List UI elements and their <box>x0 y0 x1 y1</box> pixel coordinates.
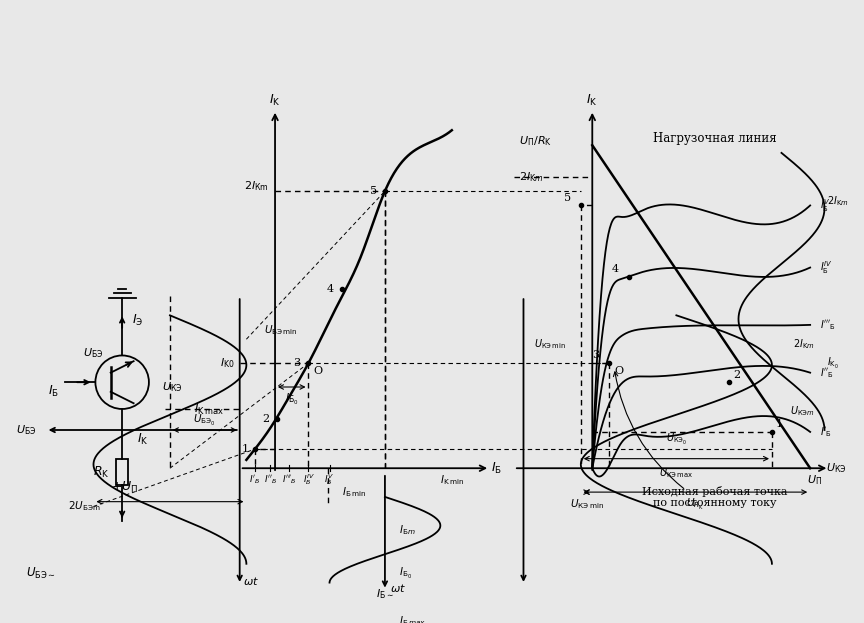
Text: $U_\mathrm{БЭ}$: $U_\mathrm{БЭ}$ <box>83 346 104 361</box>
Text: $2I_{\mathrm{K}m}$: $2I_{\mathrm{K}m}$ <box>828 194 849 207</box>
Text: $I_\mathrm{K}$: $I_\mathrm{K}$ <box>137 432 149 447</box>
Text: Нагрузочная линия: Нагрузочная линия <box>653 132 777 145</box>
Text: $I_\mathrm{K}$: $I_\mathrm{K}$ <box>270 93 281 108</box>
Text: $I_\mathrm{K\,max}$: $I_\mathrm{K\,max}$ <box>194 401 224 417</box>
Text: $I_\mathrm{K\,min}$: $I_\mathrm{K\,min}$ <box>440 473 464 487</box>
Text: $I^V_Б$: $I^V_Б$ <box>325 472 334 487</box>
Text: $I_{\mathrm{Б}m}$: $I_{\mathrm{Б}m}$ <box>399 523 416 537</box>
Text: $U_\mathrm{БЭ\,min}$: $U_\mathrm{БЭ\,min}$ <box>264 323 297 336</box>
Text: $I'_\mathrm{Б}$: $I'_\mathrm{Б}$ <box>820 425 832 439</box>
Text: O: O <box>614 366 624 376</box>
Text: 5: 5 <box>564 193 571 203</box>
Text: $2U_\mathrm{БЭm}$: $2U_\mathrm{БЭm}$ <box>67 500 100 513</box>
Text: 4: 4 <box>327 283 334 293</box>
Text: $I_{\mathrm{Б}\,max}$: $I_{\mathrm{Б}\,max}$ <box>399 614 426 623</box>
Text: $I''_Б$: $I''_Б$ <box>264 473 276 486</box>
Text: 2: 2 <box>262 414 269 424</box>
Text: $I_{\mathrm{Б}\sim}$: $I_{\mathrm{Б}\sim}$ <box>376 587 394 601</box>
Text: $I_{\mathrm{Б\,min}}$: $I_{\mathrm{Б\,min}}$ <box>342 485 366 499</box>
Text: 3: 3 <box>294 358 301 368</box>
Text: $I^V_\mathrm{Б}$: $I^V_\mathrm{Б}$ <box>820 197 830 214</box>
Text: $I'_Б$: $I'_Б$ <box>249 473 261 486</box>
Text: $U_\mathrm{КЭ\,min}$: $U_\mathrm{КЭ\,min}$ <box>569 498 604 511</box>
Text: $\omega t$: $\omega t$ <box>391 582 406 594</box>
Text: $I'''_\mathrm{Б}$: $I'''_\mathrm{Б}$ <box>820 318 835 332</box>
Text: $U_{\mathrm{БЭ}_0}$: $U_{\mathrm{БЭ}_0}$ <box>194 413 216 428</box>
Text: $U_\mathrm{БЭ}$: $U_\mathrm{БЭ}$ <box>16 423 36 437</box>
Bar <box>117 459 128 485</box>
Text: $I^{IV}_\mathrm{Б}$: $I^{IV}_\mathrm{Б}$ <box>820 259 832 276</box>
Text: $U_\mathrm{КЭ}$: $U_\mathrm{КЭ}$ <box>162 380 182 394</box>
Text: $U_\mathrm{КЭ}$: $U_\mathrm{КЭ}$ <box>826 461 846 475</box>
Text: $I_\mathrm{K}$: $I_\mathrm{K}$ <box>587 93 598 108</box>
Text: $U_{R_\mathrm{K}}$: $U_{R_\mathrm{K}}$ <box>686 497 704 512</box>
Text: 1: 1 <box>242 444 249 454</box>
Text: 4: 4 <box>612 265 619 275</box>
Text: $2I_{\mathrm{K}m}$: $2I_{\mathrm{K}m}$ <box>518 170 543 184</box>
Text: 2: 2 <box>733 369 740 379</box>
Text: 5: 5 <box>370 186 377 196</box>
Text: $U_\mathrm{КЭ\,max}$: $U_\mathrm{КЭ\,max}$ <box>659 466 694 480</box>
Text: $I_\mathrm{Э}$: $I_\mathrm{Э}$ <box>132 313 143 328</box>
Text: Исходная рабочая точка
по постоянному току: Исходная рабочая точка по постоянному то… <box>642 485 787 508</box>
Text: $I^{IV}_Б$: $I^{IV}_Б$ <box>302 472 314 487</box>
Text: $I'''_Б$: $I'''_Б$ <box>282 473 297 486</box>
Text: $U_\mathrm{БЭ\sim}$: $U_\mathrm{БЭ\sim}$ <box>26 566 56 581</box>
Text: $I_\mathrm{Б}$: $I_\mathrm{Б}$ <box>492 460 502 476</box>
Text: $U_\Pi/R_\mathrm{K}$: $U_\Pi/R_\mathrm{K}$ <box>518 135 552 148</box>
Text: $I_\mathrm{Б}$: $I_\mathrm{Б}$ <box>48 384 59 399</box>
Text: 3: 3 <box>593 351 600 361</box>
Text: $2I_{\mathrm{K}m}$: $2I_{\mathrm{K}m}$ <box>793 337 815 351</box>
Text: 1: 1 <box>776 419 783 429</box>
Text: $U_{\mathrm{КЭ}m}$: $U_{\mathrm{КЭ}m}$ <box>790 404 815 418</box>
Text: $U_\mathrm{КЭ\,min}$: $U_\mathrm{КЭ\,min}$ <box>534 337 567 351</box>
Text: O: O <box>314 366 322 376</box>
Text: $2I_\mathrm{Кm}$: $2I_\mathrm{Кm}$ <box>245 179 270 193</box>
Text: $I_{\mathrm{Б}_0}$: $I_{\mathrm{Б}_0}$ <box>285 392 299 407</box>
Text: $\omega t$: $\omega t$ <box>243 575 259 587</box>
Text: $R_\mathrm{K}$: $R_\mathrm{K}$ <box>92 465 110 480</box>
Text: $U_{\mathrm{КЭ}_0}$: $U_{\mathrm{КЭ}_0}$ <box>665 432 687 447</box>
Text: $I_{\mathrm{K}_0}$: $I_{\mathrm{K}_0}$ <box>828 356 840 371</box>
Text: $I''_\mathrm{Б}$: $I''_\mathrm{Б}$ <box>820 366 834 379</box>
Text: $I_\mathrm{K0}$: $I_\mathrm{K0}$ <box>220 356 235 370</box>
Text: $I_{\mathrm{Б}_0}$: $I_{\mathrm{Б}_0}$ <box>399 566 412 581</box>
Text: $U_\Pi$: $U_\Pi$ <box>807 473 823 487</box>
Text: $+U_\Pi$: $+U_\Pi$ <box>111 480 139 495</box>
